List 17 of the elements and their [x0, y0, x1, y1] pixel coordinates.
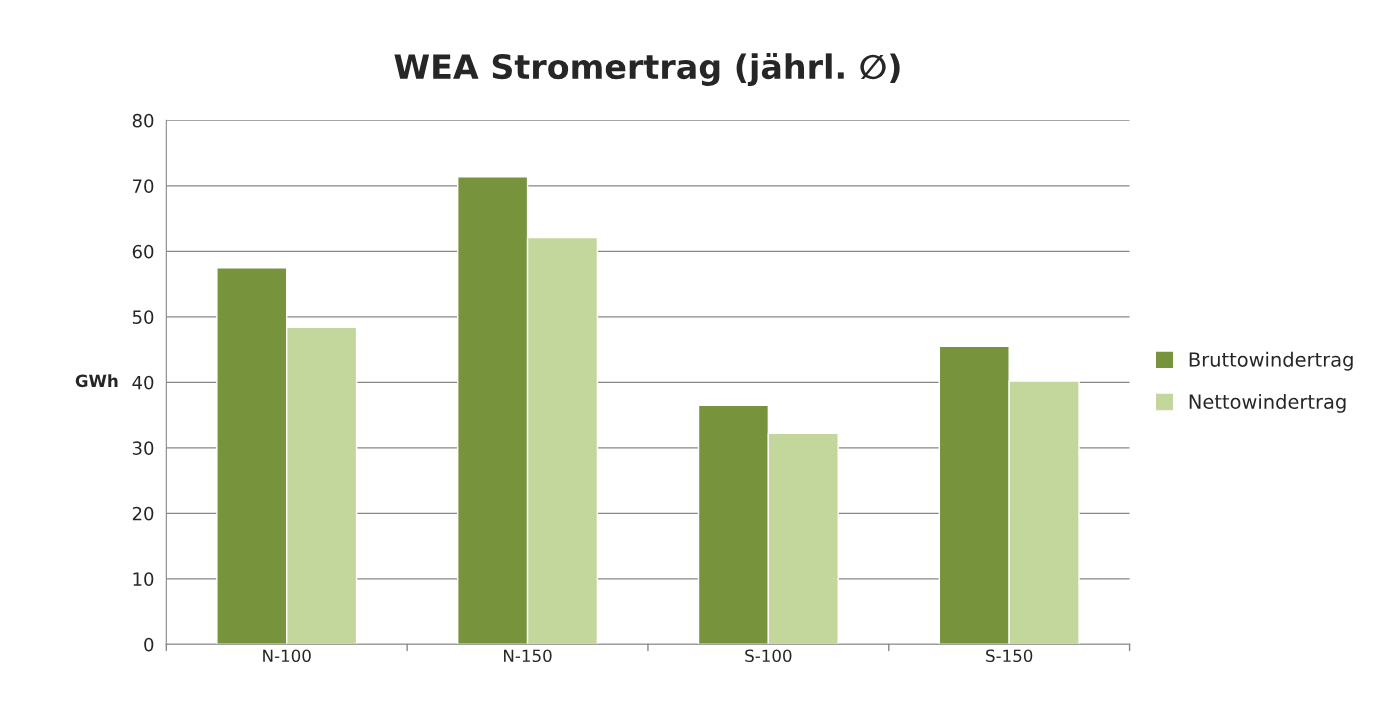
x-tick-label: S-150: [986, 649, 1033, 663]
y-tick-label: 30: [132, 441, 154, 455]
x-tick-label: N-150: [504, 649, 552, 663]
y-axis-title: GWh: [75, 374, 118, 388]
y-tick-label: 60: [132, 244, 154, 259]
y-tick-label: 10: [133, 572, 154, 586]
y-tick-label: 70: [133, 179, 154, 193]
y-tick-label: 20: [132, 506, 154, 521]
legend-label: Nettowindertrag: [1189, 393, 1346, 413]
y-tick-label: 0: [144, 637, 154, 652]
x-tick-label: S-100: [745, 649, 792, 663]
x-tick-label: N-100: [263, 649, 311, 663]
chart-title: WEA Stromertrag (jährl. ∅): [394, 52, 900, 86]
y-tick-label: 50: [132, 310, 154, 324]
y-tick-label: 40: [132, 375, 154, 390]
y-tick-label: 80: [132, 113, 154, 128]
legend-label: Bruttowindertrag: [1189, 351, 1353, 371]
